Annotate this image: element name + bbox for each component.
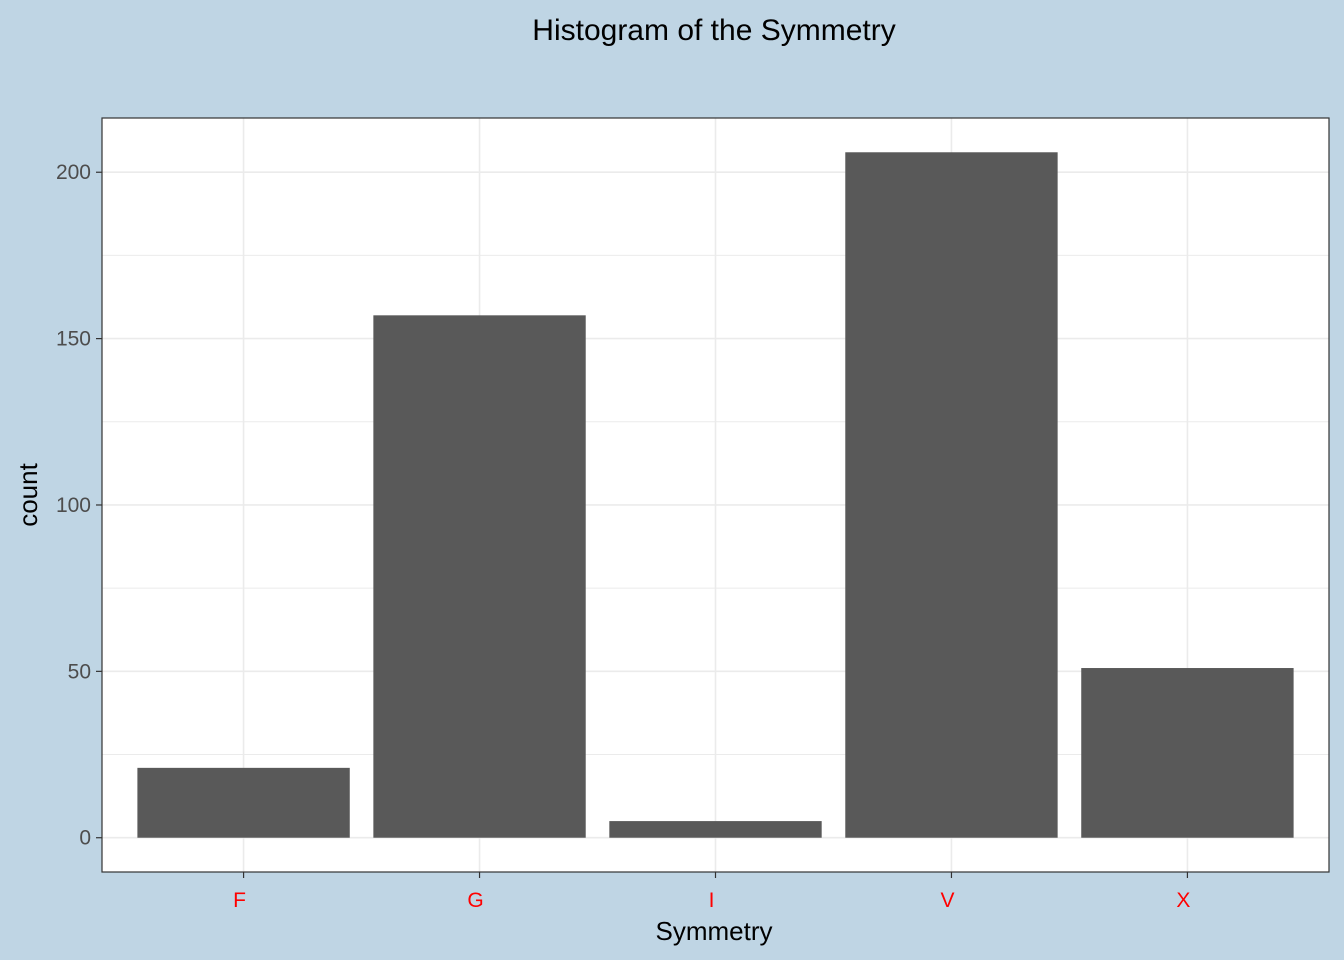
x-tick-label: X: [1176, 889, 1190, 912]
y-tick-label: 50: [68, 660, 91, 683]
x-tick-label: G: [467, 889, 483, 912]
x-tick-label: F: [233, 889, 246, 912]
y-tick-label: 100: [56, 494, 91, 517]
bar-F: [137, 767, 350, 838]
y-tick-label: 150: [56, 328, 91, 351]
y-axis-ticks: 0 50 100 150 200: [56, 161, 102, 850]
bar-V: [845, 152, 1058, 838]
y-tick-label: 0: [79, 827, 91, 850]
y-axis-title: count: [13, 462, 43, 526]
bar-I: [609, 821, 822, 838]
bar-G: [373, 315, 586, 838]
x-axis-title: Symmetry: [656, 916, 773, 946]
chart-title: Histogram of the Symmetry: [532, 14, 895, 47]
y-tick-label: 200: [56, 161, 91, 184]
bar-X: [1081, 668, 1294, 838]
x-tick-label: V: [940, 889, 954, 912]
bars: [137, 152, 1294, 838]
x-tick-label: I: [709, 889, 715, 912]
